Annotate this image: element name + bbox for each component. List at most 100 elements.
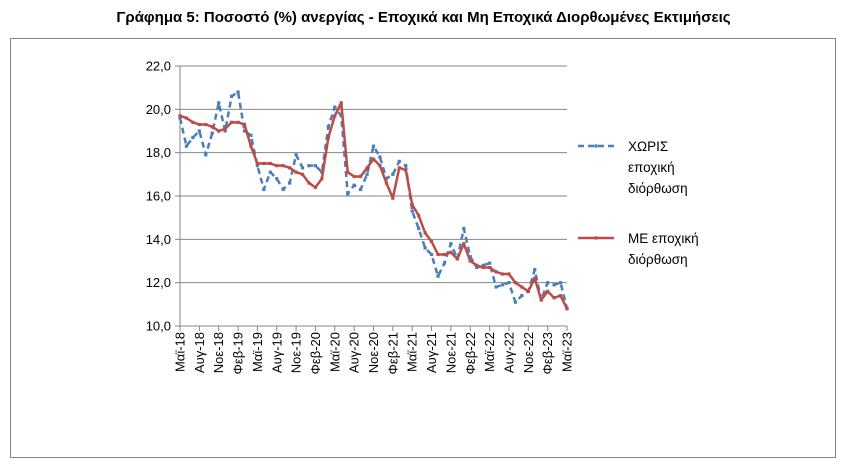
- data-point: [191, 120, 195, 124]
- data-point: [384, 181, 388, 185]
- legend-label: διόρθωση: [628, 252, 688, 267]
- data-point: [513, 281, 517, 285]
- data-point: [371, 157, 376, 161]
- data-point: [468, 259, 472, 263]
- chart-title: Γράφημα 5: Ποσοστό (%) ανεργίας - Εποχικ…: [116, 9, 731, 26]
- data-point: [410, 209, 414, 213]
- legend-label: ΜΕ εποχική: [628, 231, 699, 246]
- data-point: [359, 187, 363, 192]
- legend-marker: [594, 236, 598, 240]
- data-point: [507, 272, 511, 276]
- y-tick-label: 16,0: [146, 189, 171, 204]
- x-tick-label: Νοε-18: [211, 332, 226, 373]
- x-tick-label: Αυγ-21: [424, 332, 439, 373]
- data-point: [423, 231, 427, 235]
- data-point: [294, 153, 298, 157]
- x-tick-label: Μαϊ-23: [560, 332, 575, 372]
- data-point: [397, 166, 401, 170]
- x-tick-label: Φεβ-20: [308, 332, 323, 374]
- data-point: [546, 281, 550, 285]
- data-point: [242, 122, 247, 127]
- x-tick-label: Μαϊ-19: [250, 332, 265, 372]
- data-point: [423, 246, 427, 250]
- data-point: [384, 177, 388, 181]
- data-point: [204, 153, 208, 157]
- y-tick-label: 10,0: [146, 319, 171, 334]
- series-seasonally-adjusted: [178, 101, 569, 311]
- data-point: [378, 164, 382, 168]
- data-point: [313, 164, 318, 168]
- x-tick-label: Αυγ-20: [347, 332, 362, 373]
- x-tick-label: Φεβ-21: [385, 332, 400, 374]
- legend-label: εποχική: [628, 160, 675, 175]
- data-point: [275, 164, 279, 168]
- legend-label: ΧΩΡΙΣ: [628, 139, 668, 154]
- data-point: [533, 276, 537, 280]
- data-point: [488, 265, 492, 270]
- data-point: [494, 285, 498, 289]
- data-point: [552, 283, 556, 287]
- y-tick-label: 22,0: [146, 59, 171, 74]
- data-point: [300, 166, 305, 170]
- data-point: [449, 250, 453, 254]
- data-point: [288, 166, 292, 170]
- data-point: [558, 281, 563, 285]
- data-point: [404, 164, 408, 168]
- data-point: [449, 242, 453, 246]
- x-tick-label: Φεβ-23: [540, 332, 555, 374]
- y-tick-label: 14,0: [146, 232, 171, 247]
- legend-item-unadjusted: ΧΩΡΙΣ εποχική διόρθωση: [578, 139, 688, 196]
- x-tick-label: Νοε-19: [289, 332, 304, 373]
- data-point: [404, 168, 408, 172]
- data-point: [468, 255, 472, 259]
- data-point: [236, 120, 240, 124]
- x-tick-label: Μαϊ-22: [482, 332, 497, 372]
- data-point: [223, 127, 227, 131]
- series-line: [179, 101, 569, 310]
- data-point: [475, 265, 479, 270]
- data-point: [230, 120, 234, 124]
- y-tick-label: 12,0: [146, 275, 171, 290]
- data-point: [268, 161, 272, 166]
- data-point: [365, 166, 369, 170]
- data-point: [300, 172, 305, 176]
- data-point: [313, 185, 318, 189]
- chart-frame: [10, 38, 836, 458]
- data-point: [230, 94, 234, 98]
- x-tick-label: Αυγ-19: [269, 332, 284, 373]
- x-tick-label: Νοε-20: [366, 332, 381, 373]
- data-point: [184, 116, 189, 120]
- x-tick-label: Φεβ-22: [463, 332, 478, 374]
- data-point: [481, 263, 485, 267]
- data-point: [365, 172, 369, 176]
- data-point: [255, 161, 259, 166]
- y-tick-label: 18,0: [146, 145, 171, 160]
- legend-item-adjusted: ΜΕ εποχική διόρθωση: [578, 231, 699, 267]
- x-tick-label: Αυγ-18: [192, 332, 207, 373]
- legend: ΧΩΡΙΣ εποχική διόρθωση ΜΕ εποχική διόρθωση: [578, 139, 699, 267]
- data-point: [442, 252, 447, 257]
- data-point: [204, 122, 208, 127]
- data-point: [242, 129, 247, 133]
- data-point: [288, 181, 292, 185]
- data-point: [191, 135, 195, 140]
- data-point: [391, 196, 395, 200]
- data-point: [500, 283, 505, 287]
- data-point: [326, 135, 330, 140]
- data-point: [281, 187, 285, 192]
- data-point: [262, 161, 266, 166]
- data-point: [391, 172, 395, 176]
- data-point: [494, 270, 498, 274]
- data-point: [197, 129, 201, 133]
- data-point: [262, 187, 266, 192]
- series-lines: [178, 90, 569, 311]
- data-point: [346, 170, 350, 174]
- data-point: [520, 294, 524, 298]
- data-point: [475, 263, 479, 267]
- data-point: [455, 257, 459, 261]
- data-point: [565, 307, 569, 311]
- x-tick-labels: Μαϊ-18 Αυγ-18 Νοε-18 Φεβ-19 Μαϊ-19 Αυγ-19 Νοε-…: [173, 326, 575, 374]
- series-line: [178, 90, 569, 309]
- data-point: [462, 242, 466, 246]
- data-point: [533, 268, 537, 272]
